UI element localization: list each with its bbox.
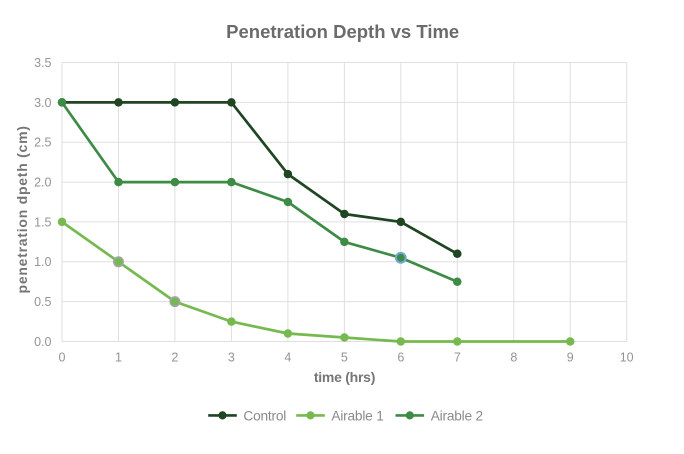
- svg-text:Penetration Depth vs Time: Penetration Depth vs Time: [226, 21, 459, 42]
- svg-text:3.5: 3.5: [34, 56, 51, 70]
- svg-text:3.0: 3.0: [34, 96, 51, 110]
- svg-text:1.5: 1.5: [34, 215, 51, 229]
- svg-text:9: 9: [567, 351, 574, 365]
- svg-text:1.0: 1.0: [34, 255, 51, 269]
- svg-text:8: 8: [510, 351, 517, 365]
- svg-text:0.0: 0.0: [34, 335, 51, 349]
- svg-text:1: 1: [115, 351, 122, 365]
- svg-text:2.5: 2.5: [34, 136, 51, 150]
- svg-text:10: 10: [620, 351, 634, 365]
- svg-text:time (hrs): time (hrs): [314, 369, 375, 385]
- svg-text:2: 2: [171, 351, 178, 365]
- svg-text:5: 5: [341, 351, 348, 365]
- svg-text:3: 3: [228, 351, 235, 365]
- svg-text:penetration dpeth (cm): penetration dpeth (cm): [14, 125, 30, 293]
- svg-text:Airable 1: Airable 1: [331, 408, 383, 423]
- svg-text:7: 7: [454, 351, 461, 365]
- svg-text:Airable 2: Airable 2: [431, 408, 483, 423]
- svg-text:0: 0: [59, 351, 66, 365]
- svg-text:0.5: 0.5: [34, 295, 51, 309]
- svg-text:2.0: 2.0: [34, 176, 51, 190]
- svg-text:6: 6: [397, 351, 404, 365]
- svg-text:4: 4: [284, 351, 291, 365]
- svg-text:Control: Control: [243, 408, 286, 423]
